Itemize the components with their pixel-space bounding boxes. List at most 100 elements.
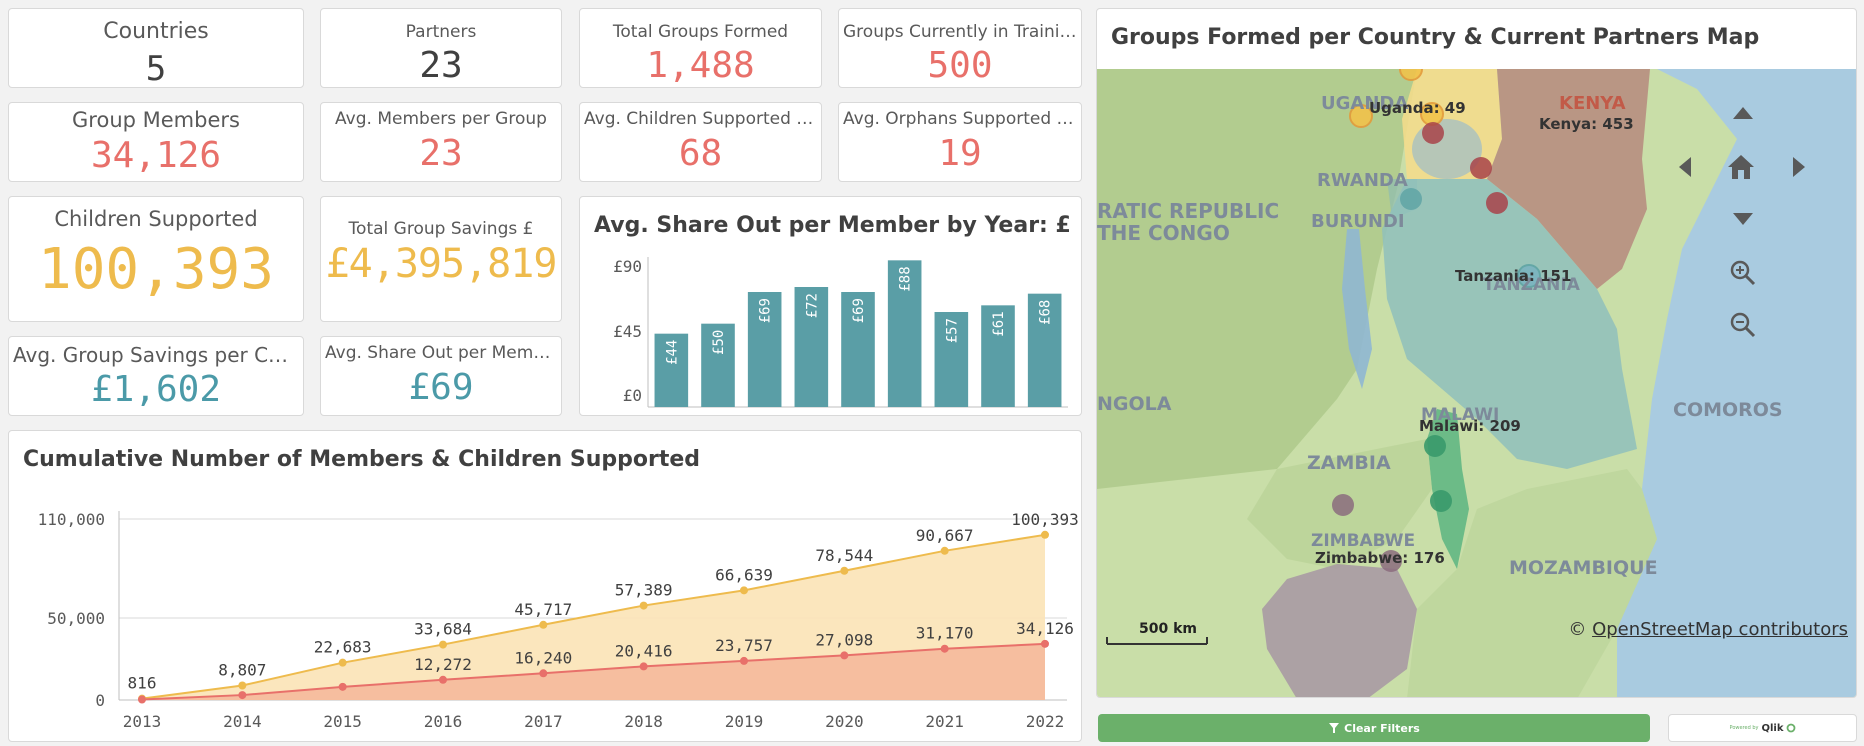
partner-marker[interactable]: [1486, 192, 1508, 214]
attribution-link[interactable]: OpenStreetMap contributors: [1592, 619, 1848, 640]
data-label: 816: [128, 674, 157, 693]
kpi-value: 19: [938, 133, 982, 174]
zoom-out-button[interactable]: [1725, 307, 1761, 343]
data-label: 33,684: [414, 620, 472, 639]
x-tick-label: 2015: [323, 712, 362, 731]
x-tick-label: 2018: [624, 712, 663, 731]
data-label: 22,683: [314, 638, 372, 657]
data-label: 57,389: [615, 581, 673, 600]
data-label: 8,807: [218, 661, 266, 680]
clear-filters-label: Clear Filters: [1344, 721, 1420, 735]
kpi-label: Avg. Group Savings per Cycle £: [13, 343, 303, 367]
qlik-logo-button[interactable]: Powered by Qlik: [1668, 714, 1857, 742]
y-tick-label: 0: [95, 691, 105, 710]
data-point: [740, 656, 748, 665]
kpi-avg-children: Avg. Children Supported per G... 68: [579, 102, 822, 182]
data-label: 31,170: [916, 624, 974, 643]
map-area[interactable]: UGANDA Uganda: 49 KENYA Kenya: 453 RWAND…: [1097, 69, 1856, 697]
map-label-zimbabwe: ZIMBABWE: [1311, 531, 1416, 551]
data-point: [940, 644, 949, 653]
map-label-angola: NGOLA: [1097, 393, 1172, 415]
pan-right-button[interactable]: [1781, 149, 1817, 185]
lake-tanganyika: [1342, 229, 1372, 389]
x-tick-label: 2020: [825, 712, 864, 731]
y-tick-label: £45: [613, 322, 642, 341]
bar-value-label: £69: [851, 298, 867, 323]
partner-marker[interactable]: [1424, 435, 1446, 457]
partner-marker[interactable]: [1380, 550, 1402, 572]
data-point: [439, 675, 447, 684]
home-button[interactable]: [1723, 149, 1759, 185]
partner-marker[interactable]: [1517, 264, 1541, 288]
pan-up-button[interactable]: [1725, 95, 1761, 131]
data-label: 34,126: [1016, 619, 1074, 638]
map-label-mozambique: MOZAMBIQUE: [1509, 557, 1658, 579]
kpi-total-savings: Total Group Savings £ £4,395,819: [320, 196, 562, 322]
bar-value-label: £68: [1038, 300, 1054, 325]
bar-value-label: £69: [758, 298, 774, 323]
pan-left-button[interactable]: [1667, 149, 1703, 185]
map-label-uganda: UGANDA: [1321, 93, 1409, 114]
share-out-bar-chart: £90 £45 £0 £44 £50 £69 £72 £69 £88 £57 £61 £68: [613, 257, 1068, 408]
data-point: [940, 546, 949, 555]
data-label: 16,240: [514, 648, 572, 667]
partner-markers: [1332, 69, 1541, 572]
kpi-total-groups: Total Groups Formed 1,488: [579, 8, 822, 88]
filter-clear-icon: [1329, 723, 1340, 733]
triangle-down-icon: [1733, 213, 1753, 225]
clear-filters-button[interactable]: Clear Filters: [1098, 714, 1650, 742]
y-tick-label: £0: [623, 386, 642, 405]
partner-marker[interactable]: [1332, 494, 1354, 516]
partner-marker[interactable]: [1470, 157, 1492, 179]
data-point: [338, 658, 347, 667]
map-label-kenya: KENYA: [1559, 93, 1626, 114]
cumulative-chart-panel: Cumulative Number of Members & Children …: [8, 430, 1082, 742]
data-point: [439, 640, 447, 649]
bar: [701, 323, 735, 407]
kpi-label: Groups Currently in Training: [843, 22, 1081, 42]
y-tick-label: £90: [613, 257, 642, 276]
kpi-label: Avg. Children Supported per G...: [584, 109, 821, 129]
kpi-label: Avg. Share Out per Member £: [325, 343, 561, 363]
kpi-avg-savings-cycle: Avg. Group Savings per Cycle £ £1,602: [8, 336, 304, 416]
kpi-countries: Countries 5: [8, 8, 304, 88]
partner-marker[interactable]: [1349, 104, 1373, 128]
partner-marker[interactable]: [1399, 69, 1423, 81]
kpi-value: 34,126: [90, 135, 222, 176]
pan-down-button[interactable]: [1725, 201, 1761, 237]
zoom-out-icon: [1730, 312, 1756, 338]
bar: [654, 333, 689, 407]
chart-title: Cumulative Number of Members & Children …: [23, 447, 701, 472]
map-panel: Groups Formed per Country & Current Part…: [1096, 8, 1857, 698]
x-tick-label: 2017: [524, 712, 563, 731]
region-zimbabwe: [1262, 564, 1417, 697]
kpi-value: 5: [145, 49, 167, 88]
land-west: [1097, 69, 1417, 489]
partner-marker[interactable]: [1430, 490, 1452, 512]
map-scale-label: 500 km: [1139, 621, 1197, 637]
map-label-rwanda: RWANDA: [1317, 170, 1408, 191]
bar-value-label: £61: [991, 311, 1007, 336]
kpi-value: 500: [927, 45, 993, 86]
bar-value-label: £50: [711, 330, 727, 355]
kpi-value: 1,488: [646, 45, 755, 86]
data-label: 45,717: [514, 600, 572, 619]
kpi-value: 100,393: [37, 237, 274, 302]
data-point: [238, 691, 247, 700]
kpi-label: Total Groups Formed: [612, 22, 789, 42]
data-point: [1041, 639, 1049, 648]
land-mozambique: [1407, 469, 1657, 697]
kpi-partners: Partners 23: [320, 8, 562, 88]
qlik-logo: Qlik: [1761, 722, 1784, 734]
zoom-in-button[interactable]: [1725, 255, 1761, 291]
x-tick-label: 2016: [424, 712, 463, 731]
partner-marker[interactable]: [1422, 122, 1444, 144]
bar: [887, 260, 922, 407]
y-tick-label: 110,000: [38, 510, 105, 529]
map-title: Groups Formed per Country & Current Part…: [1111, 25, 1760, 50]
region-tanzania: [1382, 179, 1637, 469]
partner-marker[interactable]: [1400, 188, 1422, 210]
kpi-value: £4,395,819: [325, 241, 558, 287]
kpi-value: 23: [419, 133, 463, 174]
data-label: 20,416: [615, 641, 673, 660]
